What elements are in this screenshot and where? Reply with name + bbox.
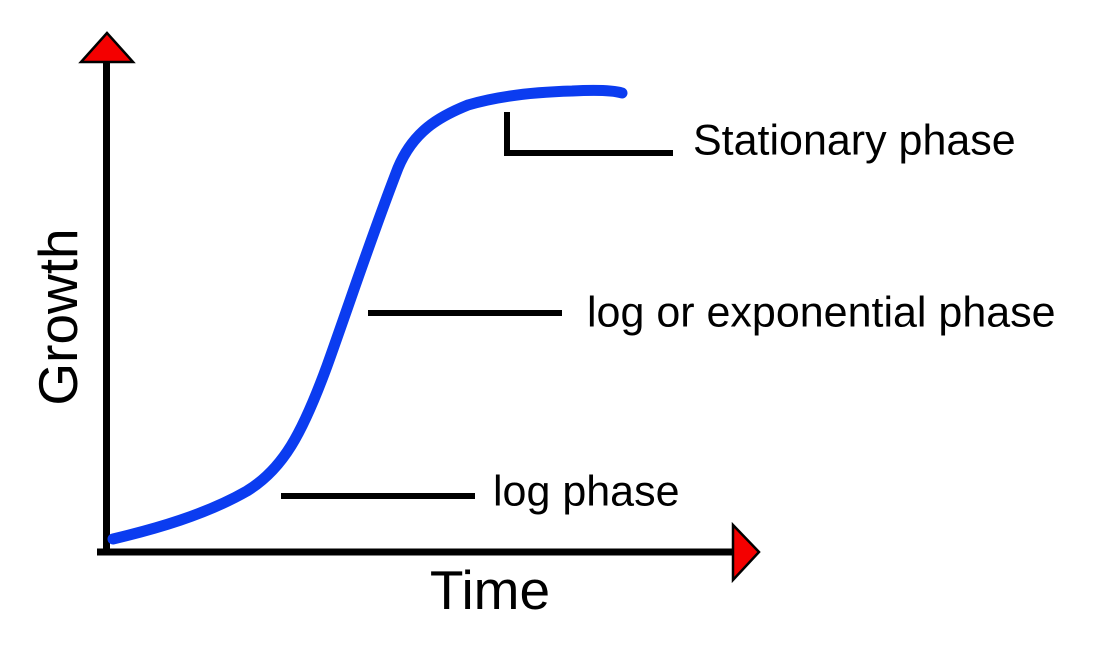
stationary-phase-callout-line	[504, 112, 673, 156]
exponential-phase-label: log or exponential phase	[587, 288, 1056, 337]
x-axis-arrowhead-icon	[731, 521, 761, 584]
y-axis-arrowhead-icon	[78, 31, 136, 64]
x-axis-label: Time	[429, 559, 551, 621]
y-axis-label: Growth	[27, 228, 89, 406]
log-phase-label: log phase	[493, 467, 680, 516]
stationary-phase-label: Stationary phase	[693, 116, 1016, 165]
growth-curve-line	[107, 84, 628, 545]
